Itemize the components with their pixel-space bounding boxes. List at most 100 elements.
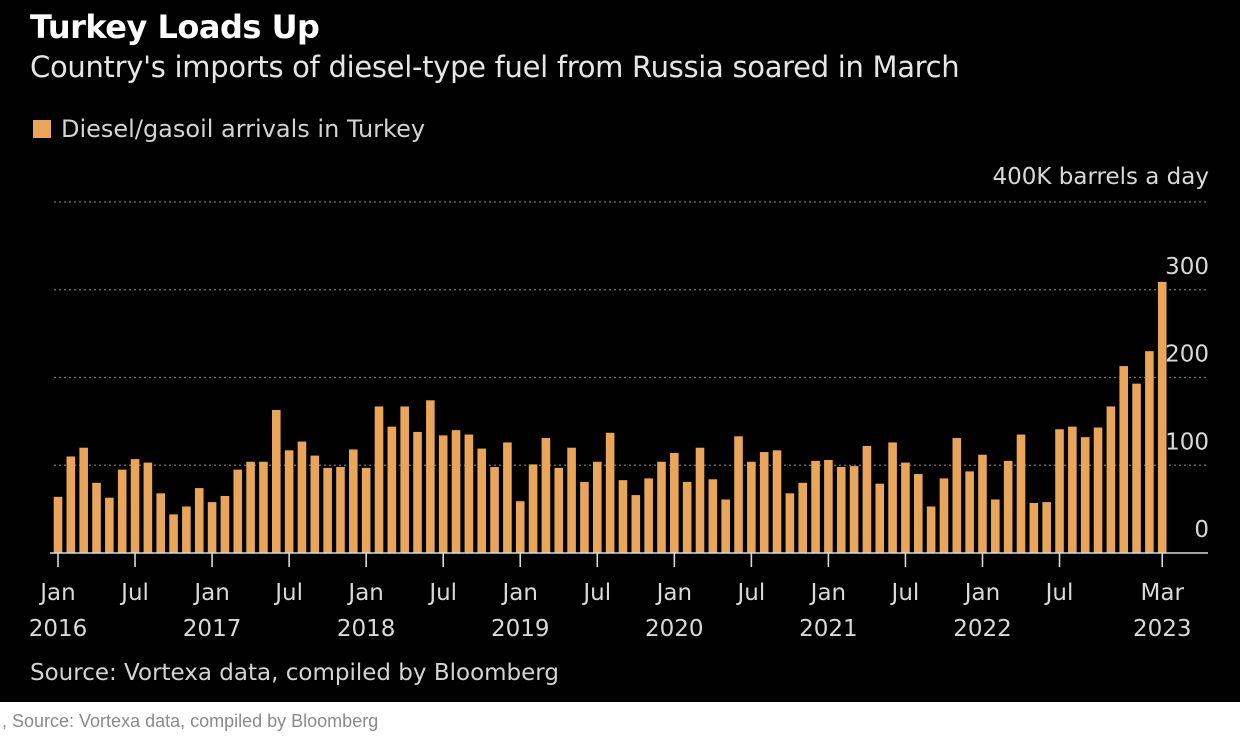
y-tick-label: 0	[1194, 517, 1209, 543]
bar	[811, 460, 820, 553]
bar	[117, 469, 127, 553]
bar	[361, 467, 371, 553]
bar-chart: 0 100 200 300 400K barrels a day Jan 2016 Jul Ja…	[29, 164, 1209, 642]
x-tick-label-month: Jul	[119, 580, 149, 606]
x-tick-label-year: 2023	[1133, 616, 1192, 642]
bar	[670, 452, 679, 553]
legend-label: Diesel/gasoil arrivals in Turkey	[61, 115, 426, 143]
bar	[978, 454, 987, 553]
x-tick-label-month: Jul	[890, 580, 920, 606]
bar	[1119, 366, 1129, 553]
y-tick-label: 300	[1165, 254, 1209, 280]
bar	[66, 456, 76, 553]
image-caption: , Source: Vortexa data, compiled by Bloo…	[2, 711, 379, 731]
bar	[682, 481, 692, 553]
bar	[567, 447, 576, 553]
x-tick-label-year: 2016	[29, 616, 88, 642]
bar	[554, 467, 564, 553]
bar	[156, 493, 166, 553]
bar	[1042, 502, 1051, 553]
bar	[836, 467, 846, 553]
bar	[901, 462, 910, 553]
bar	[1068, 426, 1077, 553]
bar	[824, 459, 833, 553]
bar	[451, 430, 461, 553]
bar	[374, 406, 384, 553]
y-unit-label: 400K barrels a day	[992, 164, 1209, 190]
bar	[1080, 437, 1090, 553]
bar	[1055, 429, 1064, 553]
bar	[490, 467, 499, 553]
bar	[644, 478, 653, 553]
x-tick-label-month: Jan	[501, 580, 538, 606]
bar	[1016, 434, 1026, 553]
bar	[965, 471, 974, 553]
bar	[246, 461, 255, 553]
bar	[592, 461, 602, 553]
x-tick-label-month: Jul	[427, 580, 457, 606]
bar	[92, 482, 101, 553]
bar	[798, 482, 808, 553]
bar	[130, 459, 140, 553]
bar	[888, 442, 897, 553]
bar	[53, 496, 63, 553]
bar	[913, 474, 923, 553]
bar	[747, 461, 756, 553]
source-note: Source: Vortexa data, compiled by Bloomb…	[30, 660, 559, 686]
bar	[297, 441, 307, 553]
bar	[105, 497, 114, 553]
bar	[618, 480, 628, 553]
bar	[310, 455, 320, 553]
bar	[1157, 281, 1167, 553]
x-tick-label-month: Jul	[581, 580, 611, 606]
bar	[580, 481, 589, 553]
bar	[477, 448, 487, 553]
x-tick-label-year: 2019	[491, 616, 550, 642]
x-tick-label-month: Mar	[1141, 580, 1185, 606]
bar	[438, 435, 448, 553]
bar	[785, 493, 795, 553]
bar	[515, 501, 525, 553]
bar	[79, 447, 88, 553]
bar	[284, 450, 294, 553]
x-tick-label-month: Jan	[346, 580, 383, 606]
bar	[952, 438, 962, 553]
x-tick-label-month: Jul	[735, 580, 765, 606]
bar	[1003, 460, 1013, 553]
bar	[1145, 351, 1154, 553]
bar	[503, 442, 512, 553]
bar	[413, 431, 422, 553]
x-tick-label-month: Jul	[273, 580, 303, 606]
bar	[631, 495, 641, 553]
bar	[875, 483, 885, 553]
bar	[849, 466, 859, 553]
bar	[695, 447, 705, 553]
bar	[772, 450, 782, 553]
bar	[1029, 502, 1039, 553]
bar	[991, 499, 1000, 553]
bar	[605, 432, 615, 553]
x-tick-label-month: Jul	[1044, 580, 1074, 606]
bar	[708, 479, 718, 553]
bar	[143, 462, 153, 553]
x-tick-label-month: Jan	[963, 580, 1000, 606]
bar	[528, 464, 538, 553]
x-tick-label-year: 2017	[183, 616, 242, 642]
bar	[1093, 427, 1103, 553]
bar	[220, 495, 230, 553]
bar	[862, 445, 872, 553]
bar	[169, 514, 178, 553]
bar	[734, 436, 743, 553]
bar	[387, 426, 397, 553]
bar	[926, 506, 936, 553]
x-tick-label-year: 2022	[953, 616, 1012, 642]
bar	[657, 461, 666, 553]
bar	[426, 400, 435, 553]
chart-title: Turkey Loads Up	[30, 8, 320, 46]
bar	[182, 506, 191, 553]
y-tick-label: 100	[1165, 429, 1209, 455]
bar	[721, 499, 730, 553]
bar	[233, 469, 243, 553]
bar	[259, 461, 268, 553]
bar	[271, 409, 281, 553]
